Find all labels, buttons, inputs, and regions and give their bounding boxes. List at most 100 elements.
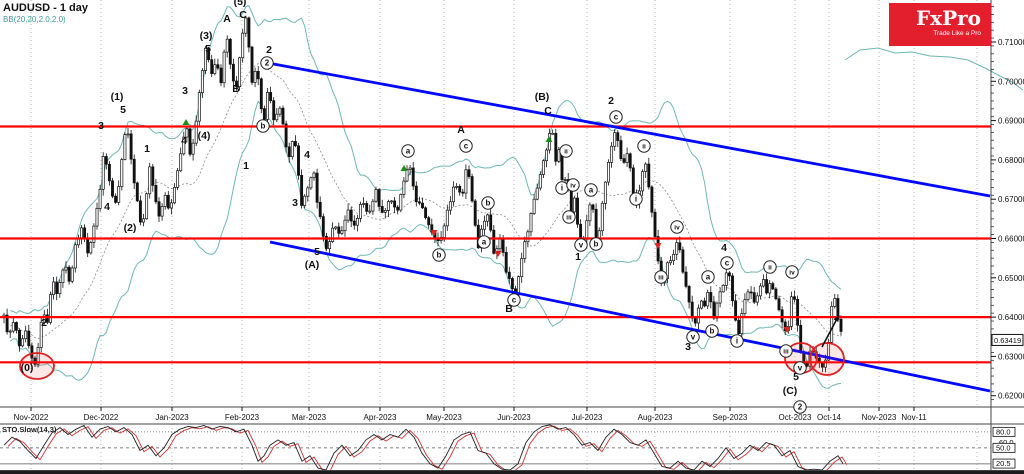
wave-label: 5 xyxy=(793,371,799,383)
wave-label: 3 xyxy=(292,197,298,209)
date-axis-label: Apr-2023 xyxy=(364,413,397,422)
date-axis-label: Nov-11 xyxy=(901,413,927,422)
wave-label: 4 xyxy=(104,201,110,213)
wave-label: C xyxy=(239,9,247,21)
date-axis-label: Feb-2023 xyxy=(225,413,260,422)
wave-label: 2 xyxy=(266,44,272,56)
buy-arrow xyxy=(545,136,553,142)
wave-label: 4 xyxy=(304,149,310,161)
wave-label: (4) xyxy=(198,130,211,142)
date-axis-label: Jun-2023 xyxy=(497,413,531,422)
stochastic-indicator-label: STO.Slow(14,3) xyxy=(2,425,57,434)
date-axis-label: May-2023 xyxy=(426,413,462,422)
wave-label: (2) xyxy=(124,222,137,234)
date-axis-label: Oct-14 xyxy=(817,413,842,422)
date-axis-label: Nov-2023 xyxy=(862,413,897,422)
wave-label-circled: a xyxy=(482,238,487,247)
wave-label-circled: b xyxy=(437,251,442,260)
sto-axis-label: 60.0 xyxy=(999,438,1014,447)
wave-label-circled: i xyxy=(561,184,563,193)
wave-label: 2 xyxy=(41,317,47,329)
wave-label: 5 xyxy=(314,246,320,258)
wave-label-circled: iv xyxy=(674,225,680,232)
wave-label-circled: 2 xyxy=(265,59,270,68)
date-axis-label: Nov-2022 xyxy=(14,413,49,422)
wave-label-circled: a xyxy=(706,273,711,282)
wave-label: (C) xyxy=(783,385,798,397)
sell-arrow xyxy=(783,327,791,333)
fxpro-logo: FxPro Trade Like a Pro xyxy=(889,3,991,46)
wave-label-circled: iv xyxy=(789,270,795,277)
bollinger-bands xyxy=(9,4,1024,389)
wave-label-circled: ii xyxy=(642,144,646,151)
current-price-value: 0.63419 xyxy=(994,336,1021,345)
wave-label: 4 xyxy=(721,242,727,254)
wave-label: (1) xyxy=(111,91,124,103)
date-axis-label: Aug-2023 xyxy=(638,413,673,422)
symbol-title: AUDUSD - 1 day xyxy=(3,2,88,14)
projection-line xyxy=(844,47,1024,91)
sell-arrow xyxy=(430,230,438,236)
wave-label-circled: i xyxy=(635,195,637,204)
date-axis-label: Dec-2022 xyxy=(84,413,119,422)
wave-label-circled: ii xyxy=(564,149,568,156)
stochastic-pane xyxy=(0,424,991,472)
wave-label: 1 xyxy=(575,251,581,263)
date-axis-label: Sep-2023 xyxy=(713,413,748,422)
buy-arrow xyxy=(400,165,408,171)
wave-label: C xyxy=(544,105,552,117)
markers-layer xyxy=(19,119,845,380)
wave-label-circled: 2 xyxy=(798,403,803,412)
buy-arrow xyxy=(182,119,190,125)
stochastic-signal-line xyxy=(7,425,848,472)
wave-label: (B) xyxy=(535,91,550,103)
date-axis-label: Oct-2023 xyxy=(779,413,812,422)
wave-label: 3 xyxy=(98,120,104,132)
wave-label: 1 xyxy=(243,160,249,172)
sell-arrow xyxy=(494,251,502,257)
highlight-circle xyxy=(809,342,845,376)
wave-label-circled: b xyxy=(710,327,715,336)
wave-label-circled: i xyxy=(736,337,738,346)
sto-current-box xyxy=(992,458,1016,469)
wave-label: 2 xyxy=(608,95,614,107)
grid-layer xyxy=(30,0,978,470)
wave-label-circled: ii xyxy=(768,265,772,272)
wave-label-circled: v xyxy=(691,333,696,342)
wave-label-circled: b xyxy=(594,240,599,249)
wave-label-circled: c xyxy=(512,296,517,305)
date-axis-label: Jan-2023 xyxy=(155,413,189,422)
sto-level-box: 50.0 xyxy=(996,443,1011,452)
wave-label: (0) xyxy=(21,362,34,374)
wave-label-circled: c xyxy=(725,259,730,268)
wave-label-circled: b xyxy=(486,199,491,208)
wave-label: A xyxy=(457,124,465,136)
wave-label-circled: a xyxy=(406,147,411,156)
highlight-circle xyxy=(19,352,55,380)
level-lines xyxy=(0,61,991,393)
date-axis-label: Jul-2023 xyxy=(572,413,603,422)
fxpro-logo-text: FxPro xyxy=(915,6,981,30)
wave-label-circled: a xyxy=(589,186,594,195)
wave-label: B xyxy=(232,83,240,95)
wave-label: 3 xyxy=(182,85,188,97)
trend-channel-line xyxy=(267,61,991,198)
wave-label: 5 xyxy=(205,43,211,55)
wave-label-circled: b xyxy=(261,122,266,131)
wave-label: A xyxy=(223,13,231,25)
sto-level-box: 80.0 xyxy=(996,427,1011,436)
sto-current-value: 20.5 xyxy=(996,459,1011,468)
wave-label-circled: v xyxy=(579,241,584,250)
wave-label-circled: c xyxy=(614,113,619,122)
